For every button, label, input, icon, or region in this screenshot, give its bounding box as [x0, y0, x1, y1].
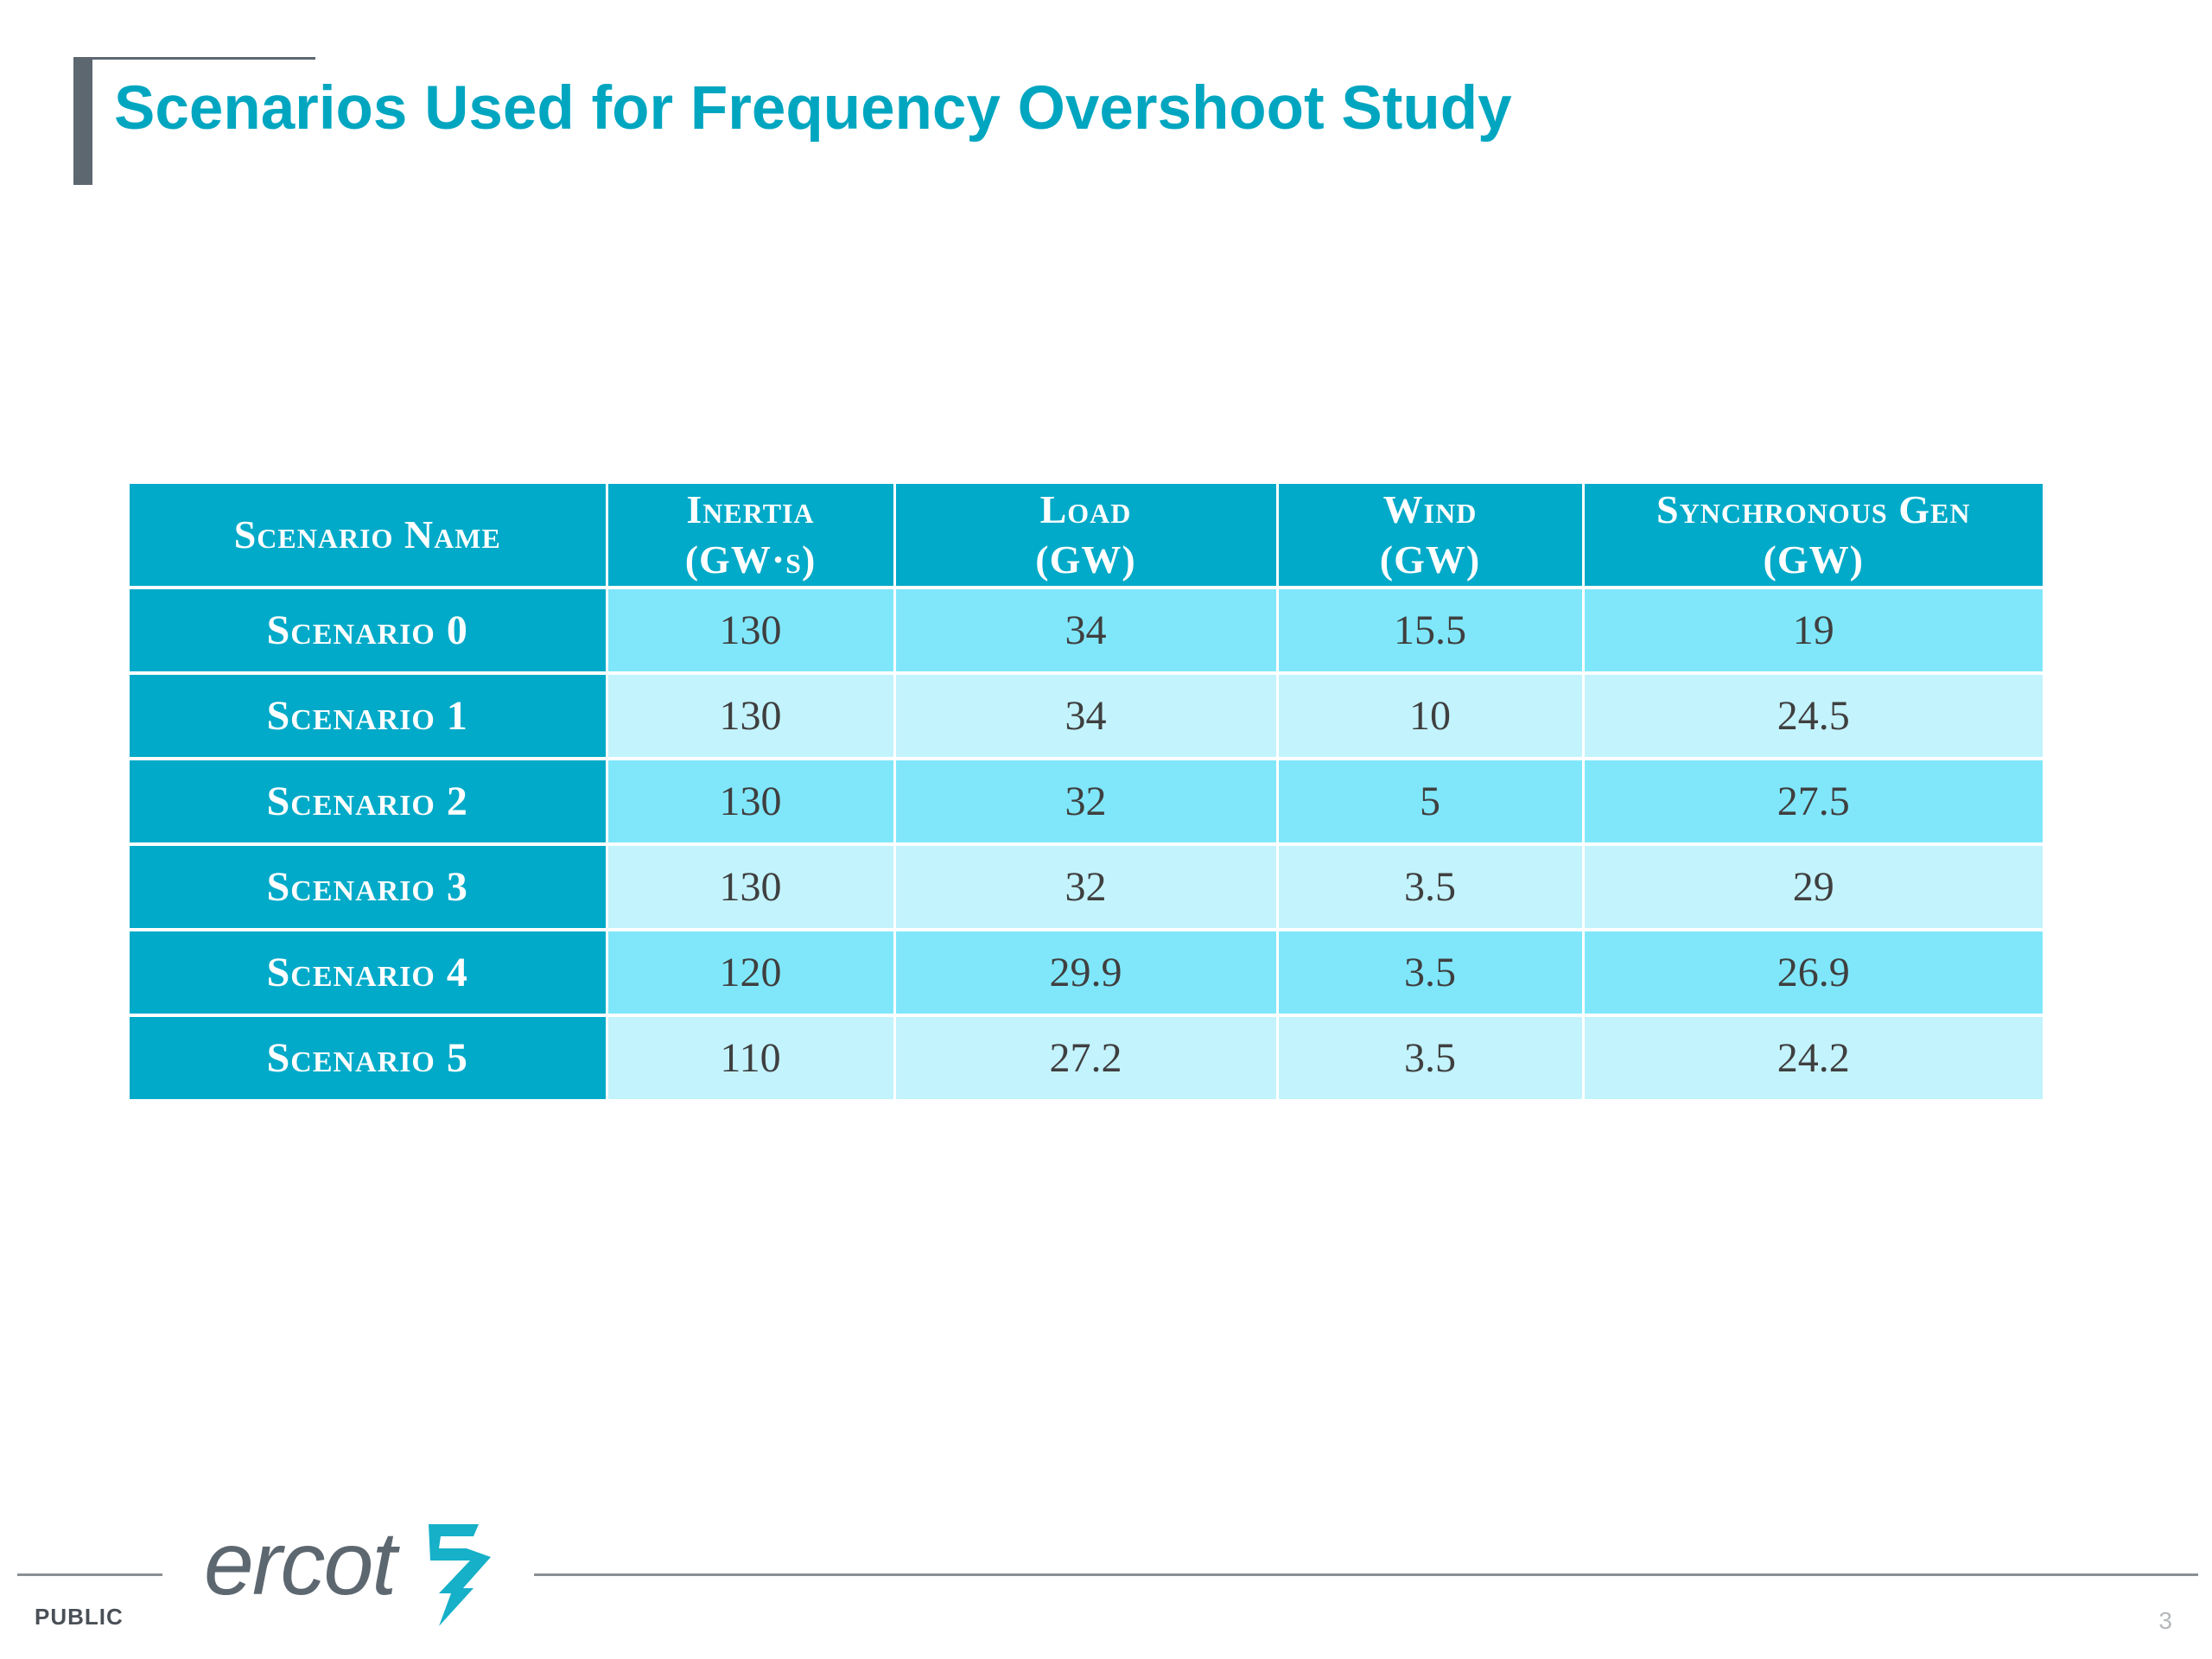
- header-load: Load (GW): [894, 484, 1279, 589]
- sync-gen-cell: 19: [1583, 588, 2043, 675]
- wind-cell: 15.5: [1277, 588, 1585, 675]
- wind-cell: 10: [1277, 673, 1585, 760]
- header-inertia-unit: (GW·s): [684, 537, 817, 582]
- classification-label: PUBLIC: [35, 1604, 124, 1630]
- header-wind: Wind (GW): [1277, 484, 1585, 589]
- scenario-name-cell: Scenario 5: [130, 1015, 608, 1099]
- table-row: Scenario 1 130 34 10 24.5: [130, 673, 2043, 760]
- scenario-name-cell: Scenario 3: [130, 844, 608, 931]
- sync-gen-cell: 24.2: [1583, 1015, 2043, 1099]
- scenario-table: Scenario Name Inertia (GW·s) Load (GW) W…: [130, 484, 2043, 1099]
- header-synchronous-gen-unit: (GW): [1763, 537, 1864, 582]
- inertia-cell: 130: [607, 673, 896, 760]
- header-wind-unit: (GW): [1379, 537, 1481, 582]
- wind-cell: 3.5: [1277, 844, 1585, 931]
- load-cell: 34: [894, 673, 1279, 760]
- ercot-logo: ercot: [204, 1512, 498, 1633]
- load-cell: 32: [894, 844, 1279, 931]
- inertia-cell: 130: [607, 588, 896, 675]
- sync-gen-cell: 29: [1583, 844, 2043, 931]
- wind-cell: 5: [1277, 759, 1585, 846]
- table-row: Scenario 4 120 29.9 3.5 26.9: [130, 930, 2043, 1017]
- inertia-cell: 120: [607, 930, 896, 1017]
- ercot-lightning-icon: [429, 1524, 491, 1626]
- load-cell: 29.9: [894, 930, 1279, 1017]
- load-cell: 27.2: [894, 1015, 1279, 1099]
- header-scenario-name: Scenario Name: [130, 484, 608, 589]
- header-load-unit: (GW): [1035, 537, 1136, 582]
- header-synchronous-gen: Synchronous Gen (GW): [1583, 484, 2043, 589]
- title-accent-rule: [73, 57, 315, 60]
- inertia-cell: 110: [607, 1015, 896, 1099]
- sync-gen-cell: 27.5: [1583, 759, 2043, 846]
- scenario-name-cell: Scenario 2: [130, 759, 608, 846]
- header-scenario-name-label: Scenario Name: [233, 512, 501, 556]
- scenario-name-cell: Scenario 1: [130, 673, 608, 760]
- scenario-name-cell: Scenario 4: [130, 930, 608, 1017]
- load-cell: 32: [894, 759, 1279, 846]
- table-row: Scenario 3 130 32 3.5 29: [130, 844, 2043, 931]
- header-inertia-label: Inertia: [686, 487, 815, 531]
- footer-divider-left: [17, 1573, 162, 1576]
- sync-gen-cell: 24.5: [1583, 673, 2043, 760]
- header-load-label: Load: [1039, 487, 1132, 531]
- wind-cell: 3.5: [1277, 1015, 1585, 1099]
- header-inertia: Inertia (GW·s): [607, 484, 896, 589]
- table-row: Scenario 2 130 32 5 27.5: [130, 759, 2043, 846]
- inertia-cell: 130: [607, 844, 896, 931]
- inertia-cell: 130: [607, 759, 896, 846]
- table-header-row: Scenario Name Inertia (GW·s) Load (GW) W…: [130, 484, 2043, 589]
- slide-title: Scenarios Used for Frequency Overshoot S…: [114, 74, 1512, 143]
- scenario-name-cell: Scenario 0: [130, 588, 608, 675]
- sync-gen-cell: 26.9: [1583, 930, 2043, 1017]
- table-row: Scenario 0 130 34 15.5 19: [130, 588, 2043, 675]
- table-row: Scenario 5 110 27.2 3.5 24.2: [130, 1015, 2043, 1099]
- header-wind-label: Wind: [1382, 487, 1478, 531]
- header-synchronous-gen-label: Synchronous Gen: [1656, 487, 1971, 531]
- load-cell: 34: [894, 588, 1279, 675]
- wind-cell: 3.5: [1277, 930, 1585, 1017]
- page-number: 3: [2158, 1607, 2172, 1634]
- logo-wordmark: ercot: [204, 1514, 397, 1614]
- footer-divider-right: [534, 1573, 2198, 1576]
- title-accent-bar: [73, 57, 92, 185]
